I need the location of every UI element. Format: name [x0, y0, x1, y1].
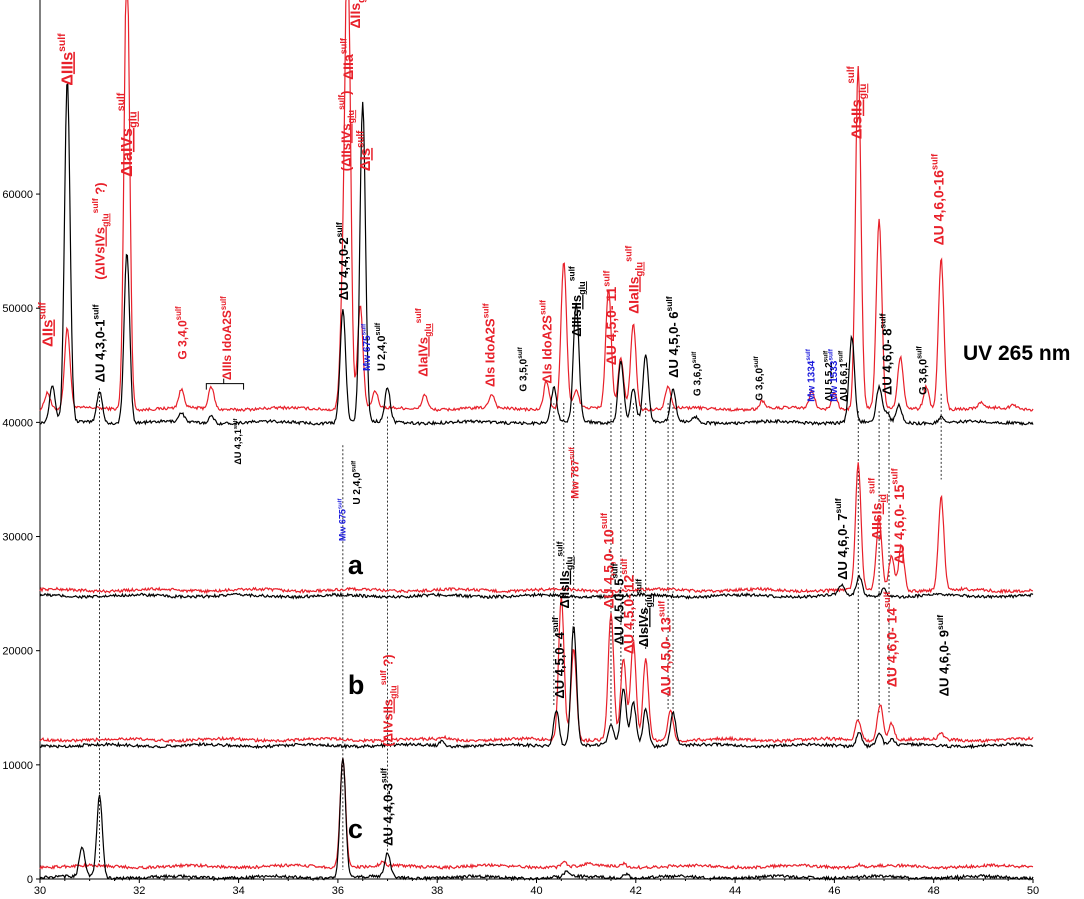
peak-annotation-48: ΔU 4,4,0-3sulf	[379, 768, 396, 846]
dashed-guide-lines	[99, 388, 942, 870]
x-tick-label: 44	[729, 885, 741, 897]
chromatogram-traces	[39, 0, 1034, 882]
trace-red-2	[39, 462, 1034, 595]
x-tick-label: 38	[431, 885, 443, 897]
peak-annotation-6: ΔIIIs IdoA2Ssulf	[219, 296, 234, 380]
x-tick-label: 32	[133, 885, 145, 897]
y-tick-label: 60000	[2, 189, 33, 201]
bracket-path	[205, 378, 245, 390]
trace-red-4	[39, 596, 1034, 744]
detector-label: UV 265 nm	[963, 342, 1070, 365]
trace-labels: a b c UV 265 nm	[348, 342, 1071, 844]
x-tick-label: 40	[530, 885, 542, 897]
peak-annotation-21: Mw 787sulf	[568, 446, 582, 498]
peak-annotation-18: ΔIs IdoA2Ssulf	[480, 303, 497, 387]
peak-annotation-10: ΔIIasulf	[339, 37, 356, 80]
y-tick-label: 10000	[2, 760, 33, 772]
trace-black-7	[39, 758, 1034, 882]
peak-annotation-20: ΔIs IdoA2Ssulf	[538, 300, 555, 384]
y-tick-label: 40000	[2, 417, 33, 429]
peak-annotation-12: ΔIssulf	[355, 130, 374, 171]
peak-annotation-46: ΔU 4,6,0- 14sulf	[882, 591, 899, 687]
peak-annotation-5: G 3,4,0sulf	[174, 306, 189, 360]
peak-annotation-16: Mw 675sulf	[337, 499, 347, 541]
peak-annotation-23: ΔU 4,5,0- 11sulf	[602, 270, 619, 366]
x-tick-label: 46	[828, 885, 840, 897]
peak-annotation-43: ΔU 4,5,0- 12sulf	[619, 558, 636, 654]
peak-annotation-2: ΔIaIVsglusulf	[116, 92, 140, 177]
peak-annotation-13: Mw 675sulf	[361, 323, 374, 371]
peak-annotation-34: G 3,6,0sulf	[915, 346, 929, 395]
peak-annotation-37: ΔIIsIsidsulf	[867, 477, 889, 540]
peak-annotation-8: ΔU 4,4,0-2sulf	[334, 222, 351, 300]
trace-label-a: a	[348, 550, 364, 580]
peak-annotation-39: ΔU 4,5,0- 4sulf	[550, 617, 567, 699]
peak-group-bracket	[205, 378, 245, 390]
trace-label-b: b	[348, 670, 365, 700]
peak-annotation-11: ΔIIsglu	[347, 0, 367, 29]
peak-annotation-41: ΔU 4,5,0- 10sulf	[599, 512, 616, 608]
peak-annotations: ΔIIssulf ΔIIIssulf ΔIaIVsglusulf ΔU 4,3,0-1…	[38, 0, 952, 846]
trace-black-3	[39, 574, 1034, 600]
y-tick-label: 20000	[2, 646, 33, 658]
peak-annotation-47: ΔU 4,6,0- 9sulf	[935, 615, 952, 697]
peak-annotation-4: (ΔIVsIVsglusulf ?)	[90, 182, 110, 279]
peak-annotation-3: ΔU 4,3,0-1sulf	[91, 304, 108, 382]
peak-annotation-30: Mw 1533sulf	[827, 348, 840, 402]
peak-annotation-49: (ΔIVsIIsglusulf ?)	[378, 654, 398, 746]
peak-annotation-24: ΔIaIIsglusulf	[623, 245, 645, 314]
peak-annotation-36: ΔU 4,6,0- 7sulf	[833, 498, 850, 580]
x-tick-label: 50	[1027, 885, 1039, 897]
trace-red-0	[39, 0, 1034, 413]
x-tick-label: 30	[34, 885, 46, 897]
trace-black-5	[39, 626, 1034, 750]
peak-annotation-42: ΔU 4,5,0- 5sulf	[610, 563, 627, 645]
peak-annotation-29: ΔU 5,5,2sulf	[822, 350, 835, 402]
peak-annotation-1: ΔIIIssulf	[57, 33, 76, 86]
peak-annotation-35: ΔU 4,6,0-16sulf	[929, 153, 946, 246]
peak-annotation-28: Mw 1334sulf	[805, 348, 818, 402]
peak-annotation-22: ΔIIIsIIsglusulf	[567, 266, 587, 337]
trace-red-6	[39, 758, 1034, 871]
y-tick-label: 50000	[2, 303, 33, 315]
peak-annotation-31: ΔU 6,6,1sulf	[837, 350, 850, 402]
y-tick-label: 30000	[2, 532, 33, 544]
trace-black-1	[39, 82, 1034, 427]
peak-annotation-40: ΔIIsIIsglusulf	[554, 541, 574, 608]
peak-annotation-17: ΔIaIVsglusulf	[413, 308, 433, 377]
x-tick-label: 34	[232, 885, 244, 897]
peak-annotation-45: ΔU 4,5,0- 13sulf	[656, 600, 673, 696]
y-tick-label: 0	[27, 874, 33, 886]
peak-annotation-32: ΔIsIIsglusulf	[846, 65, 869, 139]
x-tick-label: 42	[630, 885, 642, 897]
trace-label-c: c	[348, 814, 363, 844]
peak-annotation-14: U 2,4,0sulf	[374, 322, 388, 371]
x-tick-label: 48	[928, 885, 940, 897]
peak-annotation-44: ΔIsIVsglusulf	[634, 579, 654, 648]
axes: 30 32 34 36 38 40 42 44 46 48 50 0 10000 20000 30000 40…	[2, 0, 1039, 897]
peak-annotation-19: G 3,5,0sulf	[517, 346, 530, 391]
peak-annotation-25: ΔU 4,5,0- 6sulf	[664, 296, 681, 378]
peak-annotation-9: (ΔIIsIVsglusulf)	[336, 91, 356, 172]
peak-annotation-0: ΔIIssulf	[38, 301, 57, 347]
peak-annotation-26: G 3,6,0sulf	[691, 351, 704, 396]
peak-annotation-15: U 2,4,0sulf	[351, 460, 364, 505]
peak-annotation-33: ΔU 4,6,0- 8sulf	[878, 313, 895, 395]
x-tick-label: 36	[332, 885, 344, 897]
peak-annotation-27: G 3,6,0sulf	[753, 355, 766, 400]
peak-annotation-38: ΔU 4,6,0- 15sulf	[890, 467, 907, 563]
peak-annotation-7: ΔU 4,3,1sulf	[233, 419, 243, 465]
